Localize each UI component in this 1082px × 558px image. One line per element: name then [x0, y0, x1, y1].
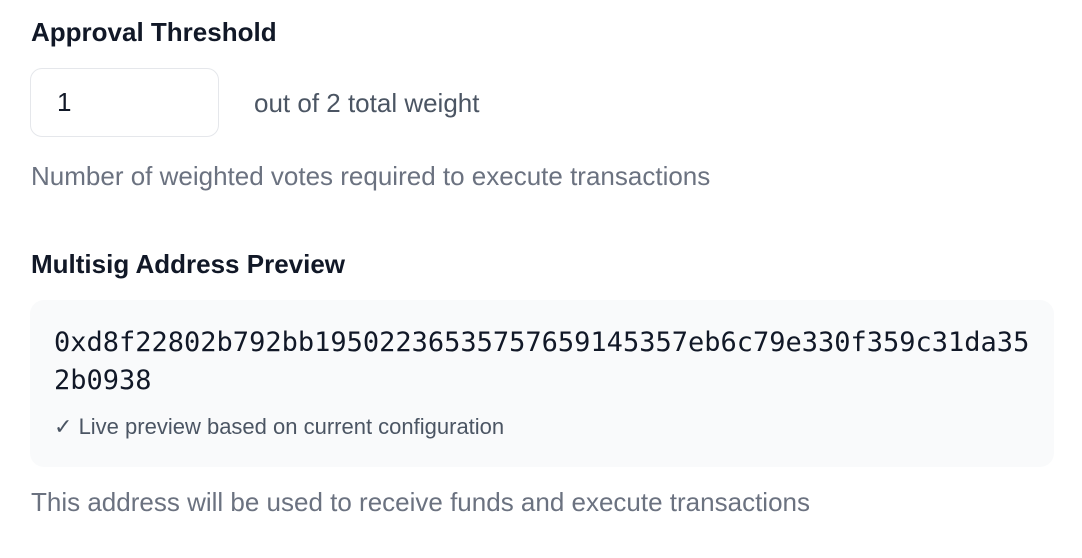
live-preview-text: Live preview based on current configurat… — [78, 414, 505, 439]
address-help-text: This address will be used to receive fun… — [31, 487, 810, 517]
approval-threshold-label: Approval Threshold — [31, 17, 277, 47]
multisig-address: 0xd8f22802b792bb19502236535757659145357e… — [54, 327, 1030, 396]
live-preview-status: ✓ Live preview based on current configur… — [54, 414, 1030, 440]
total-weight-text: out of 2 total weight — [254, 88, 480, 118]
check-icon: ✓ — [54, 414, 73, 439]
address-preview-label: Multisig Address Preview — [31, 249, 346, 279]
threshold-help-text: Number of weighted votes required to exe… — [31, 161, 711, 191]
address-preview-box: 0xd8f22802b792bb19502236535757659145357e… — [30, 300, 1054, 467]
approval-threshold-input[interactable] — [30, 68, 219, 137]
